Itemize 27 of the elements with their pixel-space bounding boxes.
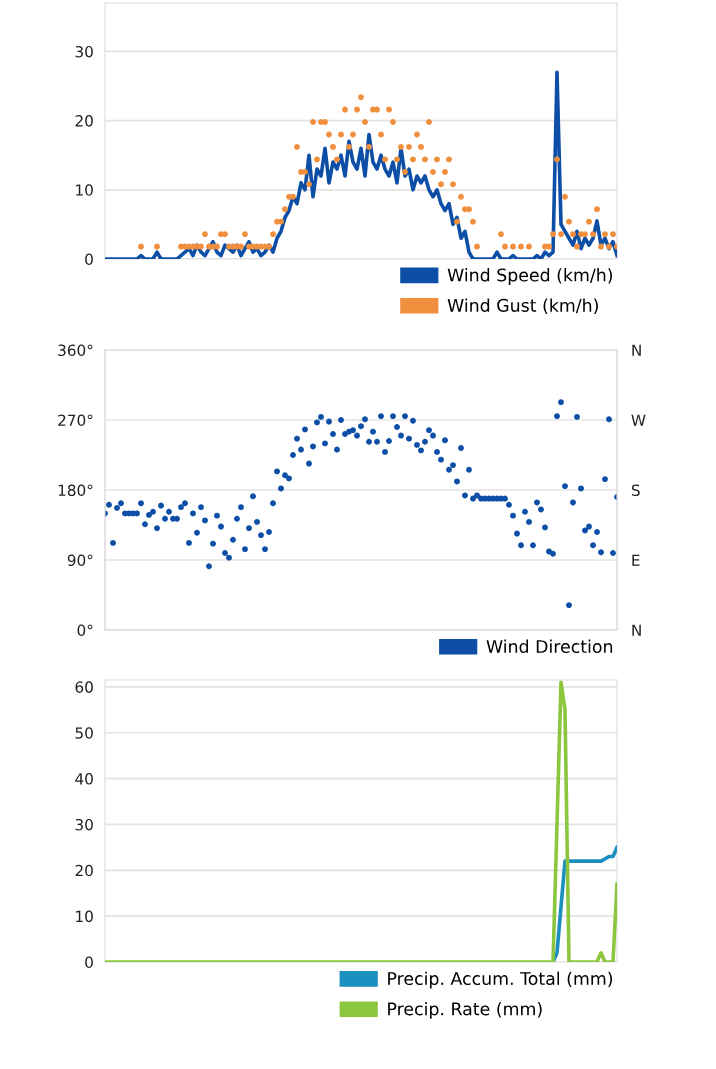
y-tick-label: 20: [75, 864, 93, 877]
y-tick-label: 0°: [77, 624, 93, 637]
category-label: E: [632, 554, 640, 566]
category-label: N: [632, 344, 641, 356]
category-label: W: [631, 414, 646, 426]
y-tick-label: 0: [85, 956, 93, 969]
line-series: [105, 680, 617, 962]
y-tick-label: 50: [75, 727, 93, 739]
y-tick-label: 90°: [67, 554, 93, 567]
legend-label: Wind Speed (km/h): [447, 268, 613, 285]
y-tick-label: 20: [75, 115, 93, 127]
y-tick-label: 270°: [58, 414, 93, 427]
y-tick-label: 180°: [58, 484, 93, 497]
y-tick-label: 60: [75, 681, 93, 693]
y-tick-label: 10: [76, 910, 93, 923]
y-tick-label: 10: [76, 184, 93, 196]
legend-label: Precip. Accum. Total (mm): [388, 971, 613, 989]
y-tick-label: 30: [75, 818, 93, 831]
y-tick-label: 0: [85, 253, 93, 266]
legend-label: Precip. Rate (mm): [388, 1001, 542, 1019]
category-label: S: [631, 484, 640, 497]
y-tick-label: 360°: [58, 344, 93, 357]
y-tick-label: 40: [75, 773, 93, 785]
legend-label: Wind Direction: [486, 639, 613, 654]
y-tick-label: 30: [75, 45, 93, 58]
category-label: N: [632, 624, 641, 636]
legend-label: Wind Gust (km/h): [447, 298, 598, 314]
